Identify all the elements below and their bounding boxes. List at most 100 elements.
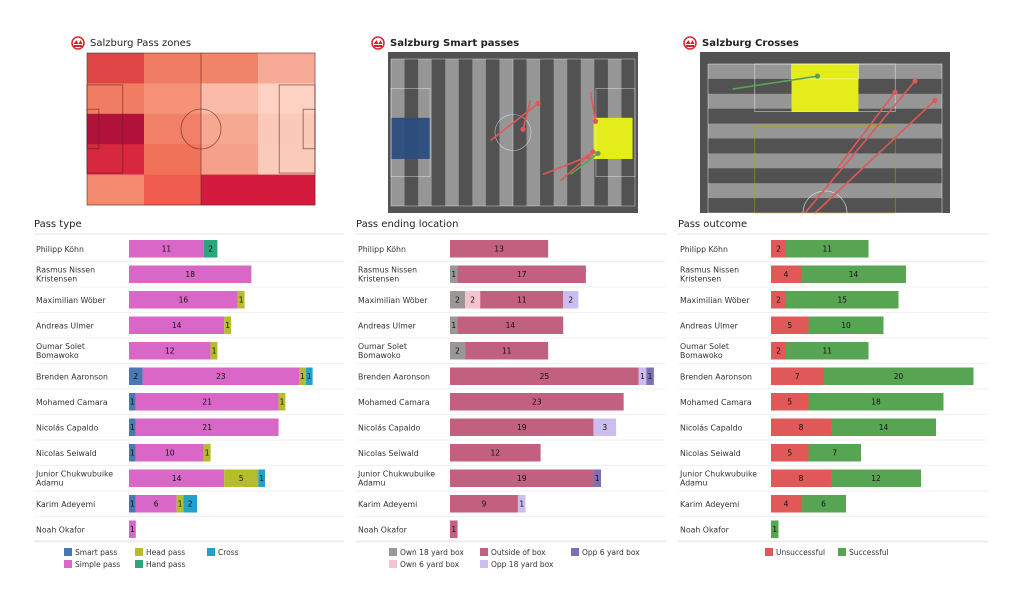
bar-value-label: 1: [280, 398, 285, 407]
bar-segment: [129, 265, 252, 283]
bar-segment: [771, 520, 779, 538]
bar-value-label: 7: [795, 372, 800, 381]
bar-segment: [135, 495, 177, 513]
legend-label: Hand pass: [146, 560, 185, 569]
row-label: Karim Adeyemi: [680, 500, 739, 509]
bar-segment: [450, 342, 466, 360]
heatmap-cell: [258, 174, 316, 206]
bar-value-label: 1: [451, 525, 456, 534]
bar-value-label: 11: [822, 245, 832, 254]
player-name: Adamu: [680, 478, 708, 487]
player-name: Maximilian Wöber: [36, 296, 106, 305]
bar-segment: [450, 265, 458, 283]
player-name: Mohamed Camara: [36, 398, 108, 407]
bar-segment: [203, 240, 218, 258]
player-name: Bomawoko: [358, 351, 401, 360]
bar-segment: [771, 495, 801, 513]
bar-value-label: 13: [494, 245, 504, 254]
bar-value-label: 1: [259, 474, 264, 483]
bar-value-label: 19: [517, 423, 527, 432]
row-label: Nicolás Capaldo: [358, 423, 421, 432]
legend-item: Opp 6 yard box: [571, 548, 640, 557]
bar-value-label: 2: [455, 296, 460, 305]
pitch-stripe: [499, 59, 513, 206]
centre-circle: [494, 114, 532, 151]
bar-segment: [593, 418, 617, 436]
pitch-stripe: [445, 59, 459, 206]
bar-value-label: 12: [165, 347, 175, 356]
legend-label: Own 6 yard box: [400, 560, 460, 569]
bar-segment: [771, 469, 831, 487]
bar-segment: [305, 367, 313, 385]
pitch-stripe: [708, 183, 942, 199]
player-name: Oumar Solet: [36, 342, 85, 351]
player-name: Junior Chukwubuike: [679, 469, 757, 478]
bar-segment: [465, 342, 549, 360]
player-name: Nicolás Capaldo: [36, 423, 99, 432]
pass-arrow: [559, 151, 594, 182]
row-label: Andreas Ulmer: [358, 321, 417, 330]
legend-swatch: [135, 548, 143, 556]
row-label: Andreas Ulmer: [36, 321, 95, 330]
bar-value-label: 12: [871, 474, 881, 483]
bar-value-label: 1: [178, 500, 183, 509]
row-label: Maximilian Wöber: [358, 296, 428, 305]
bar-segment: [203, 444, 211, 462]
legend-item: Opp 18 yard box: [480, 560, 554, 569]
bar-segment: [129, 367, 143, 385]
legend-item: Cross: [207, 548, 239, 557]
bar-value-label: 21: [202, 423, 212, 432]
bar-value-label: 2: [208, 245, 213, 254]
bar-segment: [142, 367, 299, 385]
bar-segment: [129, 418, 136, 436]
bar-segment: [237, 291, 245, 309]
bar-segment: [135, 393, 279, 411]
pass-end-point: [590, 149, 596, 155]
bar-value-label: 1: [225, 321, 230, 330]
smart-logo-icon: [371, 36, 385, 50]
legend-swatch: [480, 560, 488, 568]
player-name: Brenden Aaronson: [680, 372, 752, 381]
crosses-pitch: [700, 52, 950, 214]
bar-segment: [771, 316, 809, 334]
row-label: Nicolas Seiwald: [36, 449, 97, 458]
bar-segment: [771, 418, 831, 436]
bar-segment: [831, 469, 921, 487]
pitch-stripe: [526, 59, 541, 206]
row-label: Noah Okafor: [358, 525, 408, 534]
heatmap-cell: [144, 174, 202, 206]
bar-value-label: 1: [130, 423, 135, 432]
heatmap-cell: [87, 144, 145, 175]
bar-value-label: 11: [502, 347, 512, 356]
bar-value-label: 1: [519, 500, 524, 509]
heatmap-cell: [201, 174, 259, 206]
row-label: Mohamed Camara: [680, 398, 752, 407]
row-label: Brenden Aaronson: [680, 372, 752, 381]
player-name: Oumar Solet: [680, 342, 729, 351]
row-label: Maximilian Wöber: [36, 296, 106, 305]
pass-outcome-title: Pass outcome: [678, 219, 747, 230]
row-label: Nicolás Capaldo: [680, 423, 743, 432]
cross-end-point: [814, 73, 821, 79]
pass-end-point: [592, 118, 599, 124]
bar-value-label: 1: [300, 372, 305, 381]
player-name: Karim Adeyemi: [358, 500, 417, 509]
bar-segment: [801, 265, 906, 283]
smart-title: Salzburg Smart passes: [390, 38, 519, 49]
legend-item: Hand pass: [135, 560, 185, 569]
player-name: Rasmus Nissen: [358, 265, 417, 274]
legend-item: Simple pass: [64, 560, 120, 569]
bar-segment: [771, 265, 801, 283]
player-name: Andreas Ulmer: [680, 321, 739, 330]
pitch-stripe: [580, 59, 595, 206]
row-label: Nicolas Seiwald: [358, 449, 419, 458]
heatmap-cell: [144, 113, 202, 145]
player-name: Rasmus Nissen: [36, 265, 95, 274]
bar-segment: [457, 316, 564, 334]
player-name: Andreas Ulmer: [358, 321, 417, 330]
zones-logo-icon: [71, 36, 85, 50]
bar-segment: [823, 367, 974, 385]
player-name: Philipp Köhn: [680, 245, 728, 254]
